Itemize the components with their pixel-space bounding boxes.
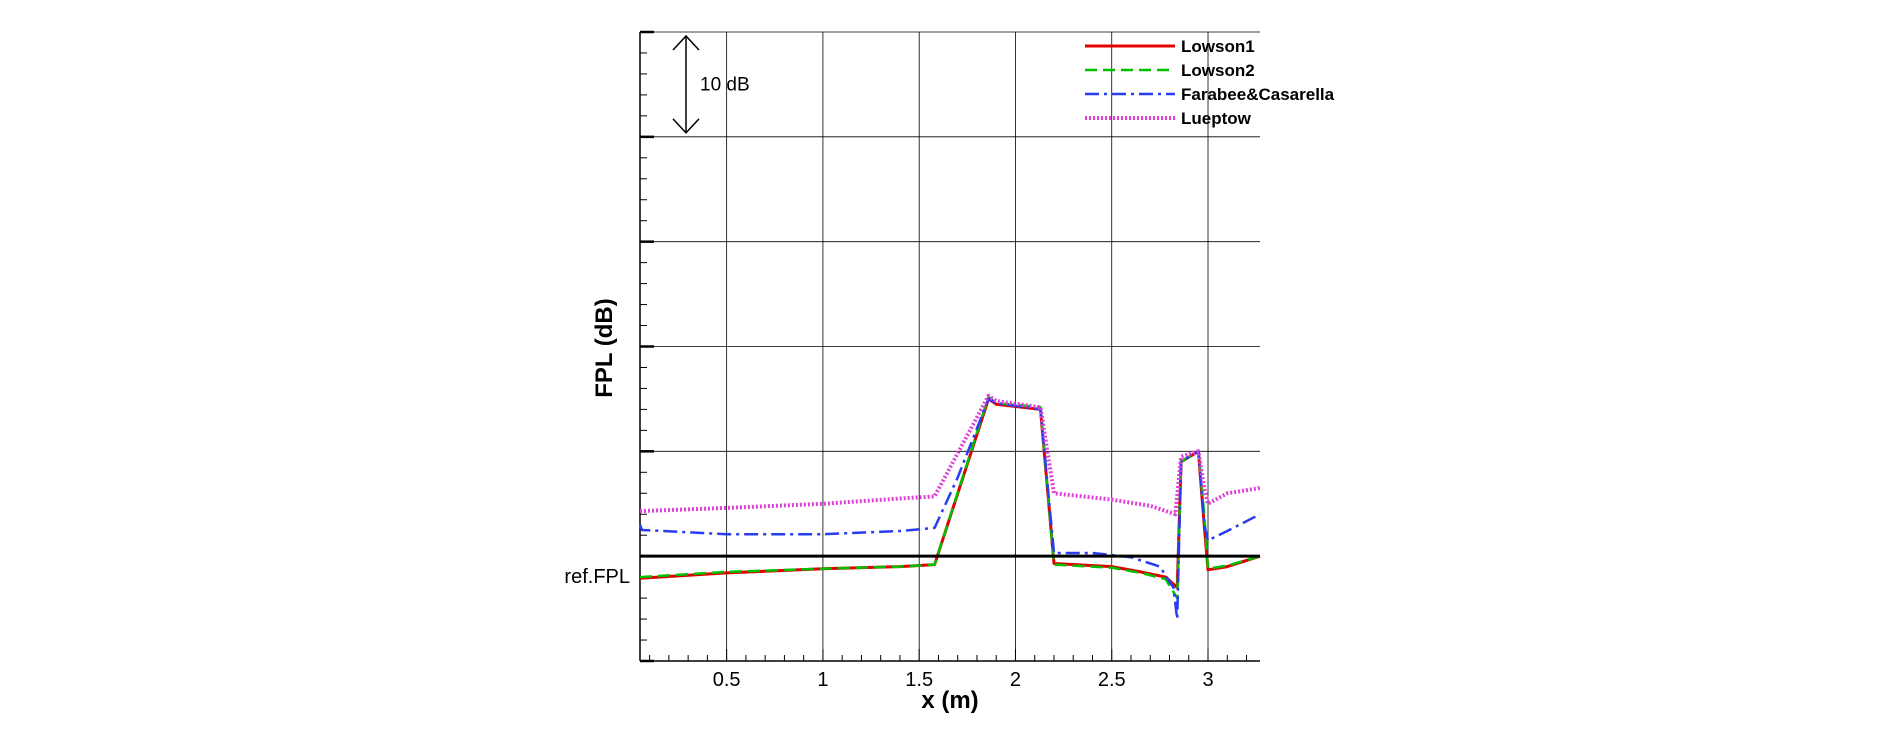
- x-tick-label: 2: [1010, 669, 1021, 691]
- x-axis-label: x (m): [921, 687, 978, 714]
- series-line-farabee-casarella: [638, 397, 1261, 621]
- scale-arrow-head-top: [672, 34, 700, 51]
- reference-label: ref.FPL: [564, 566, 630, 588]
- x-tick-label: 3: [1202, 669, 1213, 691]
- x-tick-label: 1: [817, 669, 828, 691]
- legend-label: Lowson1: [1181, 37, 1255, 56]
- scale-annotation: 10 dB: [672, 34, 750, 134]
- series-line-lowson2: [639, 395, 1261, 600]
- x-tick-label: 0.5: [713, 669, 741, 691]
- x-tick-labels: 0.5 1 1.5 2 2.5 3: [713, 669, 1214, 691]
- tick-marks: [640, 30, 1248, 663]
- scale-arrow-head-bottom: [672, 118, 700, 134]
- scale-annotation-label: 10 dB: [700, 74, 750, 95]
- legend: Lowson1 Lowson2 Farabee&Casarella Lueptow: [1085, 37, 1335, 128]
- x-tick-label: 1.5: [905, 669, 933, 691]
- series-line-lueptow: [639, 393, 1261, 517]
- legend-label: Farabee&Casarella: [1181, 85, 1335, 104]
- y-axis-label: FPL (dB): [591, 298, 618, 398]
- legend-label: Lowson2: [1181, 61, 1255, 80]
- legend-label: Lueptow: [1181, 109, 1252, 128]
- x-tick-label: 2.5: [1098, 669, 1126, 691]
- grid: [640, 31, 1260, 661]
- data-series: [638, 393, 1261, 621]
